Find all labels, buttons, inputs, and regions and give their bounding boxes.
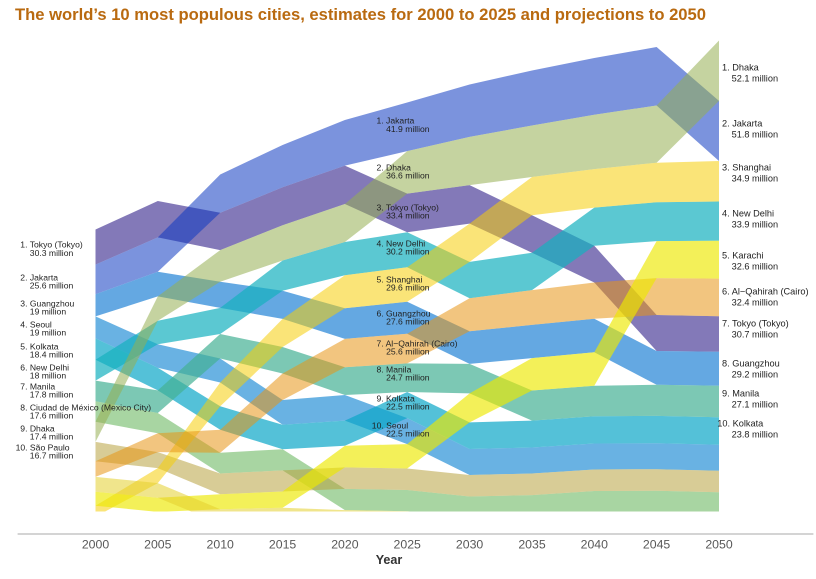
svg-text:7. Al−Qahirah (Cairo): 7. Al−Qahirah (Cairo) [377,339,458,349]
svg-text:3. Shanghai: 3. Shanghai [722,163,771,173]
svg-text:7. Tokyo (Tokyo): 7. Tokyo (Tokyo) [722,319,789,329]
svg-text:30.7 million: 30.7 million [732,330,778,340]
svg-text:29.6 million: 29.6 million [386,283,430,293]
svg-text:10. Kolkata: 10. Kolkata [717,419,764,429]
svg-text:16.7 million: 16.7 million [30,451,74,461]
svg-text:25.6 million: 25.6 million [30,281,74,291]
svg-text:23.8 million: 23.8 million [732,430,778,440]
svg-text:22.5 million: 22.5 million [386,429,430,439]
svg-text:2025: 2025 [394,538,422,552]
svg-text:1. Tokyo (Tokyo): 1. Tokyo (Tokyo) [20,240,83,250]
svg-text:30.2 million: 30.2 million [386,247,430,257]
svg-text:19 million: 19 million [30,307,67,317]
svg-text:Year: Year [376,553,403,567]
svg-text:22.5 million: 22.5 million [386,402,430,412]
svg-text:17.6 million: 17.6 million [30,411,74,421]
svg-text:The world’s 10 most populous c: The world’s 10 most populous cities, est… [15,5,706,24]
svg-text:2040: 2040 [581,538,609,552]
svg-text:2045: 2045 [643,538,671,552]
svg-text:33.9 million: 33.9 million [732,220,778,230]
svg-text:9. Dhaka: 9. Dhaka [20,424,55,434]
svg-text:51.8 million: 51.8 million [732,130,778,140]
svg-text:2005: 2005 [144,538,172,552]
svg-text:32.4 million: 32.4 million [732,298,778,308]
svg-text:18.4 million: 18.4 million [30,350,74,360]
svg-text:8. Manila: 8. Manila [377,365,412,375]
svg-text:33.4 million: 33.4 million [386,211,430,221]
svg-text:10. São Paulo: 10. São Paulo [16,443,70,453]
svg-text:5. Shanghai: 5. Shanghai [377,275,423,285]
svg-text:19 million: 19 million [30,328,67,338]
svg-text:3. Guangzhou: 3. Guangzhou [20,299,74,309]
svg-text:5. Karachi: 5. Karachi [722,251,763,261]
svg-text:6. New Delhi: 6. New Delhi [20,363,69,373]
svg-text:18 million: 18 million [30,371,67,381]
svg-text:6. Guangzhou: 6. Guangzhou [377,309,431,319]
svg-text:10. Seoul: 10. Seoul [372,421,408,431]
svg-text:17.8 million: 17.8 million [30,390,74,400]
svg-text:30.3 million: 30.3 million [30,248,74,258]
svg-text:27.1 million: 27.1 million [732,400,778,410]
svg-text:29.2 million: 29.2 million [732,370,778,380]
svg-text:2030: 2030 [456,538,484,552]
svg-text:2035: 2035 [518,538,546,552]
svg-text:41.9 million: 41.9 million [386,124,430,134]
svg-text:27.6 million: 27.6 million [386,317,430,327]
svg-text:52.1 million: 52.1 million [732,74,778,84]
svg-text:4. New Delhi: 4. New Delhi [722,209,774,219]
svg-text:1. Jakarta: 1. Jakarta [377,116,415,126]
svg-text:36.6 million: 36.6 million [386,171,430,181]
svg-text:2010: 2010 [207,538,235,552]
svg-text:8. Ciudad de México (Mexico Ci: 8. Ciudad de México (Mexico City) [20,403,151,413]
svg-text:4. New Delhi: 4. New Delhi [377,239,426,249]
svg-text:25.6 million: 25.6 million [386,347,430,357]
svg-text:2015: 2015 [269,538,297,552]
svg-text:34.9 million: 34.9 million [732,174,778,184]
svg-text:1. Dhaka: 1. Dhaka [722,63,760,73]
svg-text:3. Tokyo (Tokyo): 3. Tokyo (Tokyo) [377,203,440,213]
svg-text:9. Kolkata: 9. Kolkata [377,394,415,404]
svg-text:32.6 million: 32.6 million [732,262,778,272]
svg-text:2000: 2000 [82,538,110,552]
svg-text:2. Jakarta: 2. Jakarta [20,272,58,282]
svg-text:2020: 2020 [331,538,359,552]
svg-text:6. Al−Qahirah (Cairo): 6. Al−Qahirah (Cairo) [722,287,809,297]
svg-text:24.7 million: 24.7 million [386,373,430,383]
svg-text:5. Kolkata: 5. Kolkata [20,342,58,352]
svg-text:2. Dhaka: 2. Dhaka [377,163,412,173]
svg-text:9. Manila: 9. Manila [722,389,760,399]
svg-text:8. Guangzhou: 8. Guangzhou [722,359,780,369]
svg-text:2. Jakarta: 2. Jakarta [722,119,763,129]
svg-text:2050: 2050 [705,538,733,552]
svg-text:17.4 million: 17.4 million [30,432,74,442]
svg-text:7. Manila: 7. Manila [20,382,55,392]
svg-text:4. Seoul: 4. Seoul [20,320,52,330]
